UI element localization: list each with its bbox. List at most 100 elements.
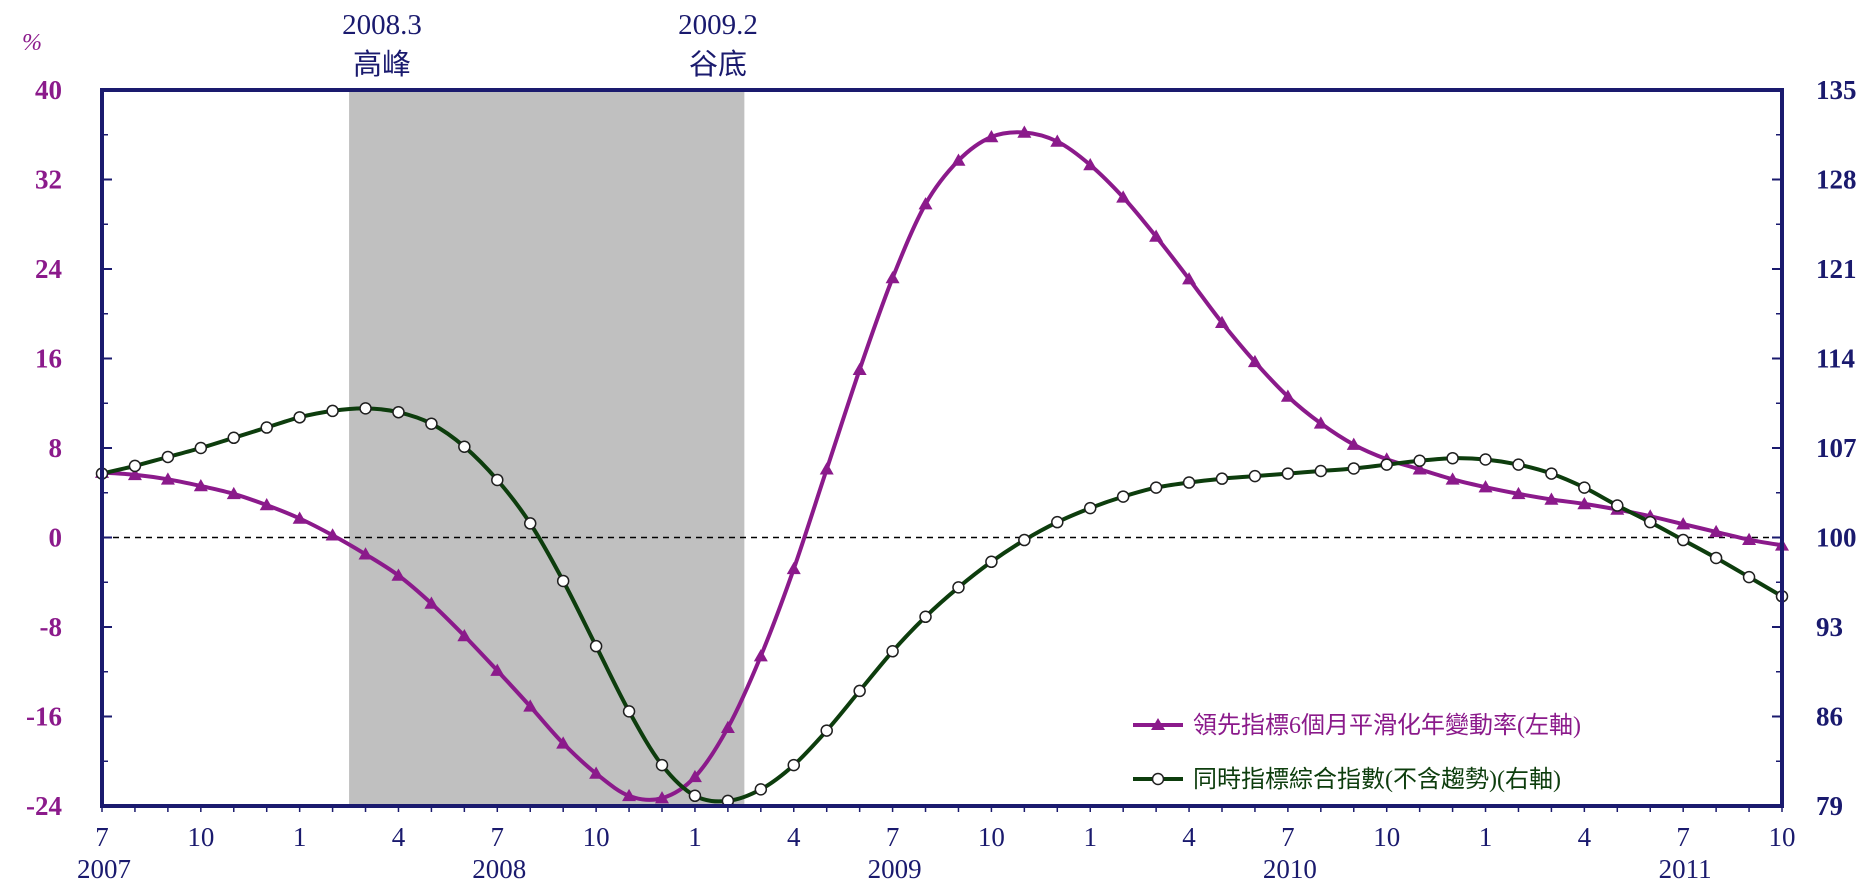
circle-marker (260, 421, 273, 434)
circle-marker (523, 517, 537, 530)
left-tick-label: 24 (35, 254, 62, 284)
circle-marker (1512, 458, 1525, 471)
left-tick-label: 8 (49, 433, 63, 463)
left-y-axis-ticks: 40 32 24 16 8 0 -8 -16 -24 (26, 75, 112, 821)
circle-marker (688, 789, 702, 803)
left-tick-label: 16 (35, 344, 62, 374)
right-tick-label: 135 (1816, 75, 1857, 105)
circle-marker (1051, 515, 1064, 529)
x-axis-ticks: 7 10 1 4 7 10 1 4 7 10 1 4 7 10 1 4 7 10 2007 2008 2009 2010 2… (77, 806, 1796, 883)
circle-marker (1018, 533, 1031, 547)
circle-marker (1545, 467, 1558, 480)
triangle-marker (1346, 437, 1361, 450)
triangle-marker (1182, 272, 1197, 285)
circle-marker (886, 645, 899, 658)
circle-marker (359, 402, 372, 415)
left-tick-label: 40 (35, 75, 62, 105)
triangle-marker (259, 498, 274, 511)
circle-marker (326, 404, 339, 418)
x-year-label: 2010 (1263, 854, 1317, 883)
right-tick-label: 93 (1816, 612, 1843, 642)
circle-marker (161, 450, 175, 464)
triangle-marker (951, 153, 966, 166)
circle-marker (919, 610, 932, 624)
triangle-marker (292, 511, 307, 524)
x-month-label: 1 (1479, 822, 1493, 852)
x-month-label: 1 (293, 822, 307, 852)
circle-marker (1215, 472, 1229, 485)
right-tick-label: 100 (1816, 523, 1857, 553)
triangle-marker (687, 769, 702, 783)
circle-marker (556, 574, 570, 588)
triangle-marker (786, 561, 801, 575)
x-month-label: 4 (1182, 822, 1196, 852)
circle-marker (655, 758, 669, 772)
annotation-date: 2008.3 (342, 9, 422, 41)
x-year-label: 2008 (472, 854, 526, 883)
legend-label: 同時指標綜合指數(不含趨勢)(右軸) (1193, 766, 1561, 793)
triangle-marker (193, 479, 208, 492)
triangle-marker (1544, 492, 1559, 505)
circle-marker (589, 639, 603, 653)
circle-marker (622, 705, 636, 718)
triangle-marker (1280, 389, 1295, 402)
triangle-marker (160, 472, 175, 485)
triangle-marker (1445, 472, 1460, 485)
triangle-marker (127, 467, 142, 481)
triangle-marker (457, 628, 472, 642)
circle-marker (1248, 469, 1262, 483)
plot-frame (100, 88, 1784, 808)
circle-marker (128, 459, 142, 473)
annotations: 2008.3 高峰 2009.2 谷底 (342, 9, 758, 81)
triangle-marker (1676, 517, 1691, 530)
right-tick-label: 121 (1816, 254, 1857, 284)
circle-marker (1347, 462, 1361, 475)
right-tick-label: 79 (1816, 791, 1843, 821)
circle-marker (1083, 501, 1097, 515)
circle-marker (1314, 464, 1328, 478)
circle-marker (1446, 451, 1459, 465)
circle-marker (1479, 453, 1492, 466)
triangle-marker (984, 129, 999, 143)
circle-marker (491, 473, 504, 487)
x-month-label: 10 (1769, 822, 1796, 852)
triangle-marker (1116, 190, 1131, 203)
x-month-label: 4 (392, 822, 406, 852)
circle-marker (1742, 570, 1756, 584)
x-year-label: 2007 (77, 854, 131, 883)
left-tick-label: 0 (49, 523, 63, 553)
x-month-label: 10 (978, 822, 1005, 852)
left-tick-label: -24 (26, 791, 62, 821)
right-tick-label: 86 (1816, 702, 1843, 732)
series-coincident-index (95, 402, 1789, 808)
triangle-marker (655, 791, 669, 804)
triangle-marker (424, 596, 439, 609)
right-y-axis-ticks: 135 128 121 114 107 100 93 86 79 (1772, 75, 1857, 821)
right-tick-label: 107 (1816, 433, 1857, 463)
triangle-marker (1511, 486, 1526, 500)
circle-marker (194, 441, 208, 455)
triangle-marker (1247, 354, 1262, 368)
triangle-marker (589, 766, 604, 779)
triangle-marker (918, 197, 933, 210)
x-month-label: 10 (583, 822, 610, 852)
triangle-marker (1083, 157, 1098, 171)
triangle-marker (391, 568, 406, 581)
triangle-marker (1742, 532, 1757, 545)
left-tick-label: -8 (40, 612, 63, 642)
annotation-label: 高峰 (353, 48, 411, 81)
triangle-marker (490, 663, 505, 676)
triangle-marker (885, 270, 900, 284)
circle-marker (1413, 454, 1426, 468)
series-leading-index (95, 125, 1789, 804)
circle-marker (1578, 481, 1591, 494)
x-month-label: 10 (187, 822, 214, 852)
circle-marker (1149, 481, 1163, 494)
circle-marker (293, 411, 306, 424)
triangle-marker (523, 699, 538, 712)
circle-marker (1643, 515, 1657, 529)
left-tick-label: -16 (26, 702, 62, 732)
triangle-marker (1017, 125, 1032, 138)
legend-triangle-marker (1151, 718, 1165, 730)
triangle-marker (1313, 416, 1328, 429)
